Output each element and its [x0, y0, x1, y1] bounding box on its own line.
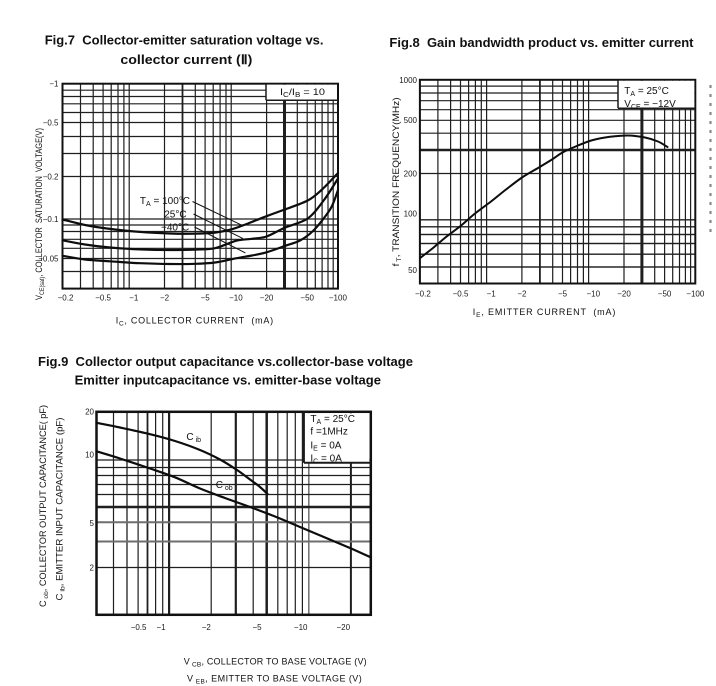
- svg-text:10: 10: [85, 451, 94, 460]
- svg-text:200: 200: [404, 169, 418, 178]
- svg-text:IC = 0A: IC = 0A: [310, 453, 342, 465]
- svg-text:−100: −100: [329, 294, 348, 303]
- svg-text:−0.1: −0.1: [43, 215, 59, 224]
- svg-text:−2: −2: [160, 294, 170, 303]
- svg-text:Fig.7 Collector-emitter satur: Fig.7 Collector-emitter saturation volta…: [45, 33, 324, 48]
- svg-text:−10: −10: [294, 623, 308, 632]
- svg-text:IE = 0A: IE = 0A: [310, 440, 341, 452]
- svg-text:50: 50: [408, 266, 417, 275]
- svg-text:TA = 25°C: TA = 25°C: [310, 414, 355, 426]
- svg-text:−5: −5: [252, 623, 262, 632]
- svg-text:Fig.9 Collector output capaci: Fig.9 Collector output capacitance vs.co…: [38, 354, 413, 369]
- svg-text:5: 5: [90, 519, 95, 528]
- svg-text:−20: −20: [260, 294, 274, 303]
- svg-text:−100: −100: [686, 290, 705, 299]
- svg-text:f T, TRANSITION FREQUENCY(MHz): f T, TRANSITION FREQUENCY(MHz): [391, 97, 403, 266]
- svg-text:−5: −5: [558, 290, 568, 299]
- svg-text:collector current (Ⅱ): collector current (Ⅱ): [120, 52, 252, 67]
- svg-text:−0.5: −0.5: [453, 290, 469, 299]
- svg-text:VCE(sat), COLLECTOR SATURATIO: VCE(sat), COLLECTOR SATURATION VOLTAGE(V…: [34, 128, 46, 300]
- svg-text:V EB, EMITTER TO BASE VOLTAGE: V EB, EMITTER TO BASE VOLTAGE (V): [187, 674, 362, 686]
- svg-text:−50: −50: [300, 294, 314, 303]
- svg-text:−40°C: −40°C: [161, 222, 189, 233]
- svg-text:C ib, EMITTER INPUT CAPACITANC: C ib, EMITTER INPUT CAPACITANCE (pF): [55, 418, 67, 601]
- svg-text:−1: −1: [487, 290, 497, 299]
- svg-text:−0.5: −0.5: [95, 294, 111, 303]
- svg-text:−2: −2: [202, 623, 212, 632]
- svg-text:Fig.8 Gain bandwidth product: Fig.8 Gain bandwidth product vs. emitter…: [389, 35, 694, 50]
- svg-text:−50: −50: [658, 290, 672, 299]
- svg-text:−1: −1: [156, 623, 166, 632]
- svg-text:−0.5: −0.5: [131, 623, 147, 632]
- svg-text:25°C: 25°C: [164, 210, 186, 221]
- svg-text:−0.2: −0.2: [43, 172, 59, 181]
- svg-text:IE, EMITTER CURRENT (mA): IE, EMITTER CURRENT (mA): [473, 307, 616, 319]
- svg-text:−2: −2: [517, 290, 527, 299]
- svg-text:−20: −20: [617, 290, 631, 299]
- svg-text:−1: −1: [129, 294, 139, 303]
- svg-text:C ob, COLLECTOR OUTPUT CAPACIT: C ob, COLLECTOR OUTPUT CAPACITANCE( pF): [38, 405, 50, 607]
- svg-text:−1: −1: [49, 80, 59, 89]
- svg-text:−20: −20: [337, 623, 351, 632]
- svg-text:TA = 100°C: TA = 100°C: [140, 196, 190, 208]
- svg-text:−5: −5: [201, 294, 211, 303]
- svg-text:2: 2: [90, 563, 95, 572]
- svg-text:−0.5: −0.5: [43, 118, 59, 127]
- svg-text:V CB, COLLECTOR TO BASE VOLTAG: V CB, COLLECTOR TO BASE VOLTAGE (V): [184, 657, 367, 669]
- svg-text:100: 100: [404, 210, 418, 219]
- svg-text:IC/IB = 10: IC/IB = 10: [280, 87, 325, 99]
- svg-text:IC, COLLECTOR CURRENT (mA): IC, COLLECTOR CURRENT (mA): [116, 316, 274, 328]
- svg-text:TA = 25°C: TA = 25°C: [624, 86, 669, 98]
- svg-text:1000: 1000: [399, 76, 417, 85]
- svg-text:−10: −10: [229, 294, 243, 303]
- svg-text:−0.2: −0.2: [58, 294, 74, 303]
- svg-text:20: 20: [85, 407, 94, 416]
- svg-text:−0.2: −0.2: [415, 290, 431, 299]
- svg-text:f =1MHz: f =1MHz: [310, 427, 348, 438]
- svg-text:−0.05: −0.05: [38, 254, 59, 263]
- svg-text:−10: −10: [587, 290, 601, 299]
- svg-text:Emitter inputcapacitance vs. e: Emitter inputcapacitance vs. emitter-bas…: [75, 373, 381, 388]
- svg-text:500: 500: [404, 116, 418, 125]
